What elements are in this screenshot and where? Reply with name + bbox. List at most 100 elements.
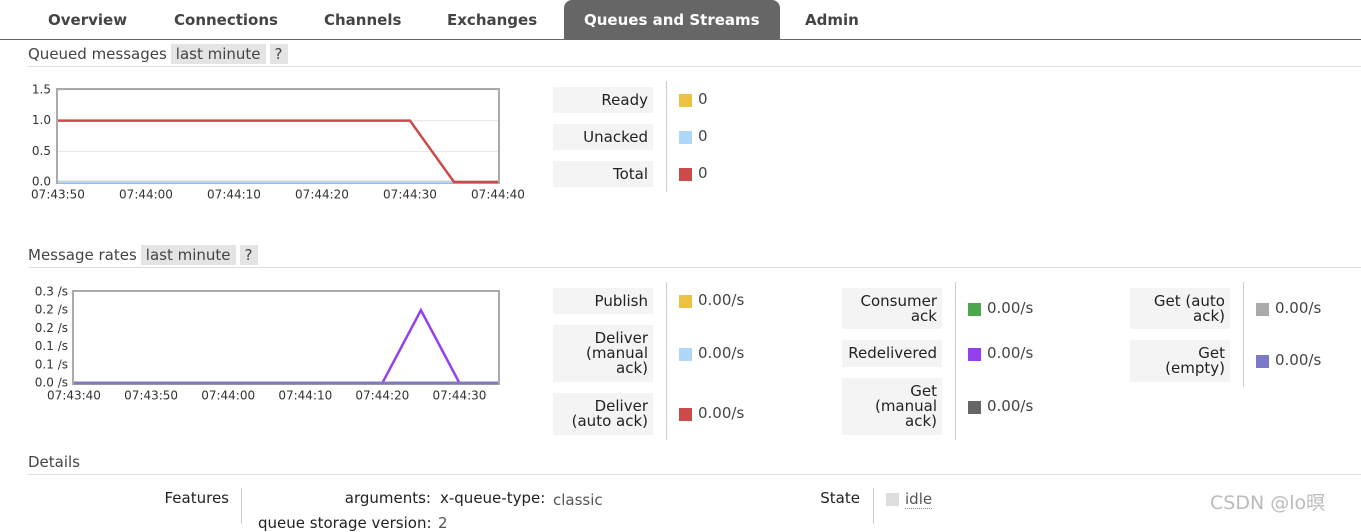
legend-label: Total [553, 161, 653, 187]
legend-label: Unacked [553, 124, 653, 150]
state-label: State [820, 489, 860, 507]
legend-value: 0.00/s [1275, 351, 1322, 369]
watermark: CSDN @lo暝 [1210, 492, 1326, 514]
legend-name: Deliver (manual ack) [585, 329, 648, 377]
legend-label: Deliver (manual ack) [553, 325, 653, 382]
help-button[interactable]: ? [269, 44, 288, 64]
legend-label: Redelivered [842, 340, 942, 367]
rule [28, 474, 1361, 475]
legend-name: Consumer ack [860, 291, 938, 325]
x-tick-label: 07:44:20 [295, 188, 349, 202]
help-button[interactable]: ? [239, 245, 258, 265]
range-selector[interactable]: last minute [140, 245, 236, 265]
legend-swatch [679, 347, 692, 361]
section-title: Queued messages last minute? [28, 44, 288, 64]
legend-swatch [968, 347, 981, 361]
legend-swatch [679, 408, 692, 421]
y-tick-label: 0.2 /s [35, 303, 68, 317]
series-line [74, 307, 498, 385]
plot-frame [56, 88, 500, 184]
separator [666, 81, 667, 192]
legend-label: Ready [553, 87, 653, 113]
legend-name: Redelivered [848, 344, 937, 362]
legend-label: Get (auto ack) [1130, 288, 1230, 329]
y-tick-label: 1.0 [32, 113, 51, 127]
legend-label: Publish [553, 288, 653, 314]
separator [241, 488, 242, 524]
separator [1243, 282, 1244, 387]
legend-label: Get (empty) [1130, 340, 1230, 382]
nav-tab[interactable]: Queues and Streams [564, 0, 780, 39]
x-tick-label: 07:44:40 [471, 188, 525, 202]
section-title: Message rates last minute? [28, 245, 258, 265]
legend-name: Unacked [583, 127, 648, 146]
x-tick-label: 07:43:50 [31, 188, 85, 202]
legend-value: 0.00/s [698, 343, 745, 362]
section-title-text: Queued messages [28, 45, 167, 63]
legend-value: 0.00/s [698, 291, 745, 309]
legend-label: Consumer ack [842, 288, 942, 329]
y-tick-label: 0.1 /s [35, 357, 68, 371]
x-tick-label: 07:44:00 [119, 188, 173, 202]
legend-swatch [679, 168, 692, 181]
x-tick-label: 07:44:00 [201, 389, 255, 403]
x-tick-label: 07:44:30 [383, 188, 437, 202]
argument-key: queue storage version: [258, 514, 432, 532]
legend-value: 0.00/s [987, 343, 1034, 362]
y-tick-label: 0.0 [32, 175, 51, 189]
separator [666, 282, 667, 440]
legend-value: 0.00/s [698, 404, 745, 422]
nav-tab[interactable]: Connections [174, 11, 278, 29]
legend-swatch [679, 94, 692, 107]
range-selector[interactable]: last minute [170, 44, 266, 64]
separator [873, 488, 874, 524]
nav-tab[interactable]: Exchanges [447, 11, 538, 29]
legend-label: Get (manual ack) [842, 378, 942, 435]
x-tick-label: 07:44:10 [207, 188, 261, 202]
legend-value: 0 [698, 127, 708, 145]
legend-value: 0.00/s [987, 396, 1034, 415]
legend-value: 0 [698, 90, 708, 108]
legend-name: Total [612, 164, 648, 183]
legend-name: Get (auto ack) [1153, 291, 1225, 325]
legend-value: 0 [698, 164, 708, 182]
legend-value: 0.00/s [1275, 298, 1322, 317]
legend-name: Publish [594, 291, 648, 310]
legend-name: Get (empty) [1165, 344, 1225, 377]
features-label: Features [164, 489, 230, 507]
legend-name: Deliver (auto ack) [571, 397, 648, 430]
argument-key: x-queue-type: [440, 489, 546, 507]
legend-swatch [679, 131, 692, 144]
legend-value: 0.00/s [987, 298, 1034, 317]
y-tick-label: 0.3 /s [35, 285, 68, 299]
legend-name: Ready [601, 90, 648, 109]
argument-value: 2 [438, 514, 448, 532]
rule [28, 267, 1361, 268]
state-swatch [886, 493, 899, 506]
argument-value: classic [553, 491, 603, 509]
section-title: Details [28, 453, 81, 471]
state-value[interactable]: idle [905, 490, 933, 509]
rule [28, 66, 1361, 67]
legend-label: Deliver (auto ack) [553, 393, 653, 435]
x-tick-label: 07:44:10 [278, 389, 332, 403]
nav-tab[interactable]: Admin [805, 11, 859, 29]
legend-swatch [968, 302, 981, 316]
series-line [58, 119, 498, 184]
section-title-text: Message rates [28, 246, 137, 264]
x-tick-label: 07:44:20 [355, 389, 409, 403]
y-tick-label: 0.2 /s [35, 321, 68, 335]
nav-tab[interactable]: Channels [324, 11, 402, 29]
y-tick-label: 0.5 [32, 144, 51, 158]
legend-swatch [679, 295, 692, 308]
y-tick-label: 1.5 [32, 83, 51, 97]
legend-swatch [1256, 355, 1269, 368]
legend-swatch [1256, 302, 1269, 316]
y-tick-label: 0.0 /s [35, 376, 68, 390]
nav-tabs: Overview Connections Channels Exchanges Queu… [0, 0, 1361, 40]
separator [955, 282, 956, 440]
nav-tab[interactable]: Overview [48, 11, 128, 29]
x-tick-label: 07:43:50 [124, 389, 178, 403]
